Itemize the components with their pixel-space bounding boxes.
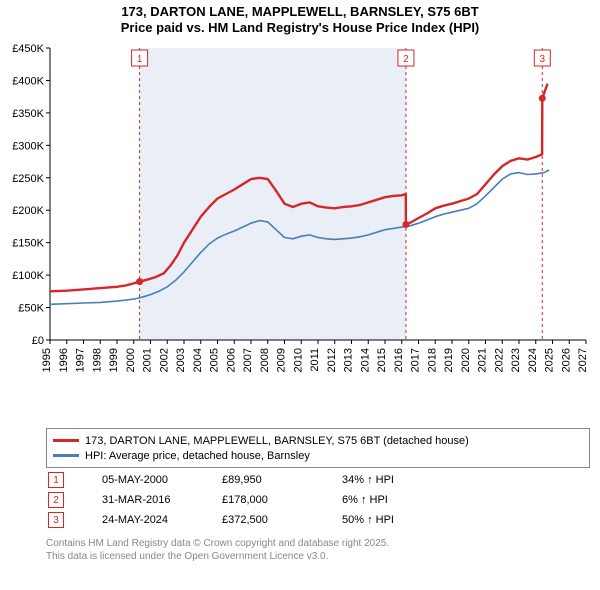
marker-badge-1: 1 <box>48 472 64 488</box>
svg-text:1999: 1999 <box>108 348 120 372</box>
svg-text:2001: 2001 <box>142 348 154 372</box>
marker-badge-3: 3 <box>48 512 64 528</box>
marker-date-1: 05-MAY-2000 <box>102 474 222 486</box>
svg-text:2023: 2023 <box>510 348 522 372</box>
svg-text:2025: 2025 <box>544 348 556 372</box>
marker-date-2: 31-MAR-2016 <box>102 494 222 506</box>
svg-text:2011: 2011 <box>309 348 321 372</box>
legend-label-hpi: HPI: Average price, detached house, Barn… <box>85 450 310 462</box>
chart-container: 173, DARTON LANE, MAPPLEWELL, BARNSLEY, … <box>0 0 600 590</box>
marker-price-2: £178,000 <box>222 494 342 506</box>
svg-text:£200K: £200K <box>12 205 44 217</box>
attribution: Contains HM Land Registry data © Crown c… <box>46 538 590 563</box>
svg-text:2015: 2015 <box>376 348 388 372</box>
svg-text:1995: 1995 <box>41 348 53 372</box>
markers-table: 1 05-MAY-2000 £89,950 34% ↑ HPI 2 31-MAR… <box>46 470 590 530</box>
legend-item-property: 173, DARTON LANE, MAPPLEWELL, BARNSLEY, … <box>53 433 583 448</box>
svg-text:2008: 2008 <box>259 348 271 372</box>
svg-text:2009: 2009 <box>276 348 288 372</box>
svg-text:2013: 2013 <box>343 348 355 372</box>
marker-row-3: 3 24-MAY-2024 £372,500 50% ↑ HPI <box>46 510 590 530</box>
svg-text:2000: 2000 <box>125 348 137 372</box>
marker-row-1: 1 05-MAY-2000 £89,950 34% ↑ HPI <box>46 470 590 490</box>
legend: 173, DARTON LANE, MAPPLEWELL, BARNSLEY, … <box>46 428 590 468</box>
svg-text:2012: 2012 <box>326 348 338 372</box>
price-chart: £0£50K£100K£150K£200K£250K£300K£350K£400… <box>46 44 590 384</box>
svg-text:2020: 2020 <box>460 348 472 372</box>
svg-text:2026: 2026 <box>560 348 572 372</box>
svg-text:1996: 1996 <box>58 348 70 372</box>
attribution-line-1: Contains HM Land Registry data © Crown c… <box>46 538 590 551</box>
svg-text:£50K: £50K <box>18 303 44 315</box>
svg-text:2003: 2003 <box>175 348 187 372</box>
svg-text:2019: 2019 <box>443 348 455 372</box>
title-block: 173, DARTON LANE, MAPPLEWELL, BARNSLEY, … <box>0 0 600 35</box>
marker-pct-2: 6% ↑ HPI <box>342 494 482 506</box>
svg-text:1997: 1997 <box>75 348 87 372</box>
svg-text:2014: 2014 <box>359 348 371 372</box>
svg-text:£450K: £450K <box>12 43 44 55</box>
legend-swatch-hpi <box>53 454 79 457</box>
svg-text:2007: 2007 <box>242 348 254 372</box>
svg-text:£400K: £400K <box>12 75 44 87</box>
title-line-1: 173, DARTON LANE, MAPPLEWELL, BARNSLEY, … <box>0 4 600 19</box>
svg-text:2005: 2005 <box>209 348 221 372</box>
marker-row-2: 2 31-MAR-2016 £178,000 6% ↑ HPI <box>46 490 590 510</box>
svg-text:2004: 2004 <box>192 348 204 372</box>
svg-text:2027: 2027 <box>577 348 589 372</box>
marker-badge-2: 2 <box>48 492 64 508</box>
attribution-line-2: This data is licensed under the Open Gov… <box>46 551 590 564</box>
svg-text:2016: 2016 <box>393 348 405 372</box>
marker-pct-3: 50% ↑ HPI <box>342 514 482 526</box>
legend-item-hpi: HPI: Average price, detached house, Barn… <box>53 448 583 463</box>
svg-text:£0: £0 <box>32 335 44 347</box>
svg-text:2021: 2021 <box>477 348 489 372</box>
svg-text:2018: 2018 <box>426 348 438 372</box>
svg-text:2010: 2010 <box>292 348 304 372</box>
svg-text:1998: 1998 <box>91 348 103 372</box>
svg-text:£300K: £300K <box>12 140 44 152</box>
legend-label-property: 173, DARTON LANE, MAPPLEWELL, BARNSLEY, … <box>85 435 469 447</box>
svg-text:1: 1 <box>137 54 143 65</box>
marker-date-3: 24-MAY-2024 <box>102 514 222 526</box>
svg-text:2: 2 <box>403 54 409 65</box>
svg-text:£250K: £250K <box>12 173 44 185</box>
svg-text:£150K: £150K <box>12 238 44 250</box>
svg-text:2024: 2024 <box>527 348 539 372</box>
svg-text:£100K: £100K <box>12 270 44 282</box>
title-line-2: Price paid vs. HM Land Registry's House … <box>0 20 600 35</box>
marker-price-3: £372,500 <box>222 514 342 526</box>
svg-text:3: 3 <box>540 54 546 65</box>
marker-pct-1: 34% ↑ HPI <box>342 474 482 486</box>
marker-price-1: £89,950 <box>222 474 342 486</box>
svg-text:2017: 2017 <box>410 348 422 372</box>
svg-text:2022: 2022 <box>493 348 505 372</box>
svg-text:2002: 2002 <box>158 348 170 372</box>
svg-text:2006: 2006 <box>225 348 237 372</box>
svg-text:£350K: £350K <box>12 108 44 120</box>
legend-swatch-property <box>53 439 79 442</box>
